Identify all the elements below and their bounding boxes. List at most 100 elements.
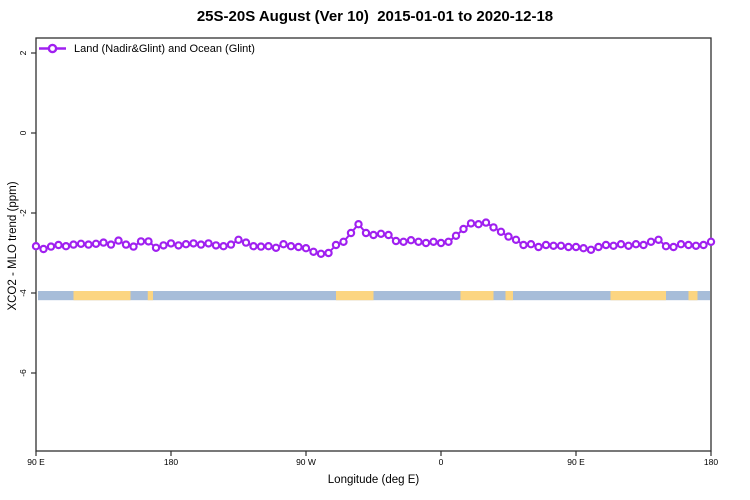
x-tick-label: 90 W	[296, 457, 316, 467]
data-point	[69, 240, 78, 249]
data-point	[354, 219, 363, 229]
data-point	[241, 238, 251, 247]
x-tick-label: 0	[439, 457, 444, 467]
data-point	[309, 247, 318, 256]
data-point	[399, 237, 408, 246]
x-tick-label: 90 E	[27, 457, 45, 467]
y-tick-label: 0	[18, 130, 28, 135]
x-axis-label: Longitude (deg E)	[327, 474, 420, 486]
legend-label: Land (Nadir&Glint) and Ocean (Glint)	[74, 42, 255, 55]
data-point	[324, 248, 333, 258]
data-point	[669, 242, 678, 252]
data-point	[301, 243, 311, 253]
data-point	[459, 224, 468, 234]
ocean-strip	[38, 291, 710, 301]
data-point	[99, 238, 108, 247]
data-point	[579, 243, 588, 253]
data-point	[256, 242, 266, 251]
data-point	[331, 240, 341, 250]
data-point	[519, 240, 528, 250]
land-patch	[610, 291, 666, 301]
data-point	[106, 240, 116, 249]
data-point	[586, 245, 596, 254]
x-tick-label: 90 E	[567, 457, 585, 467]
data-point	[136, 237, 146, 246]
data-point	[114, 236, 123, 245]
data-point	[369, 230, 378, 240]
data-point	[571, 242, 581, 252]
data-point	[144, 237, 153, 246]
data-point	[174, 241, 183, 250]
data-point	[474, 219, 483, 229]
data-point	[639, 240, 648, 250]
data-point	[166, 239, 176, 248]
chart-title: 25S-20S August (Ver 10) 2015-01-01 to 20…	[196, 8, 554, 25]
data-point	[684, 240, 693, 250]
data-point	[31, 241, 41, 251]
data-point	[481, 218, 491, 227]
data-point	[594, 242, 603, 252]
data-point	[91, 239, 101, 248]
data-point	[346, 228, 356, 238]
data-point	[196, 240, 206, 249]
data-point	[316, 249, 326, 258]
data-point	[504, 232, 513, 241]
data-point	[444, 237, 453, 246]
data-point	[339, 237, 348, 246]
y-axis-label: XCO2 - MLO trend (ppm)	[7, 181, 19, 311]
data-point	[46, 242, 56, 251]
data-point	[691, 241, 701, 250]
y-tick-label: -4	[18, 289, 28, 297]
data-point	[211, 241, 221, 250]
data-point	[76, 239, 86, 248]
data-point	[601, 240, 611, 250]
land-patch	[460, 291, 494, 301]
data-point	[54, 240, 63, 250]
data-point	[421, 238, 431, 248]
data-point	[121, 240, 131, 249]
x-tick-label: 180	[164, 457, 178, 467]
data-point	[616, 239, 626, 249]
data-point	[631, 239, 641, 249]
data-point	[466, 219, 476, 228]
data-point	[699, 240, 708, 250]
land-patch	[147, 291, 153, 301]
data-point	[624, 241, 633, 250]
y-tick-label: -2	[18, 209, 28, 217]
data-point	[556, 241, 566, 250]
land-patch	[73, 291, 131, 301]
data-point	[384, 230, 393, 240]
data-point	[534, 242, 543, 252]
data-point	[234, 235, 243, 244]
data-point	[286, 241, 296, 251]
data-point	[451, 231, 461, 240]
data-point	[226, 240, 236, 249]
data-point	[676, 239, 686, 249]
data-point	[661, 241, 671, 251]
data-point	[526, 239, 536, 249]
data-point	[279, 239, 288, 249]
data-point	[609, 241, 618, 250]
data-point	[646, 237, 656, 246]
data-point	[654, 235, 663, 244]
data-point	[249, 241, 258, 251]
data-point	[436, 238, 446, 248]
data-point	[264, 241, 273, 251]
land-patch	[688, 291, 698, 301]
data-point	[489, 223, 498, 232]
data-point	[129, 242, 138, 251]
data-point	[189, 239, 198, 248]
data-point	[376, 229, 386, 238]
data-point	[84, 240, 93, 249]
data-point	[204, 239, 213, 248]
y-tick-label: -6	[18, 369, 28, 377]
land-patch	[336, 291, 374, 301]
data-point	[511, 235, 521, 244]
data-point	[151, 243, 161, 252]
data-point	[406, 235, 416, 245]
x-tick-label: 180	[704, 457, 718, 467]
data-point	[496, 227, 506, 236]
data-point	[39, 244, 48, 254]
